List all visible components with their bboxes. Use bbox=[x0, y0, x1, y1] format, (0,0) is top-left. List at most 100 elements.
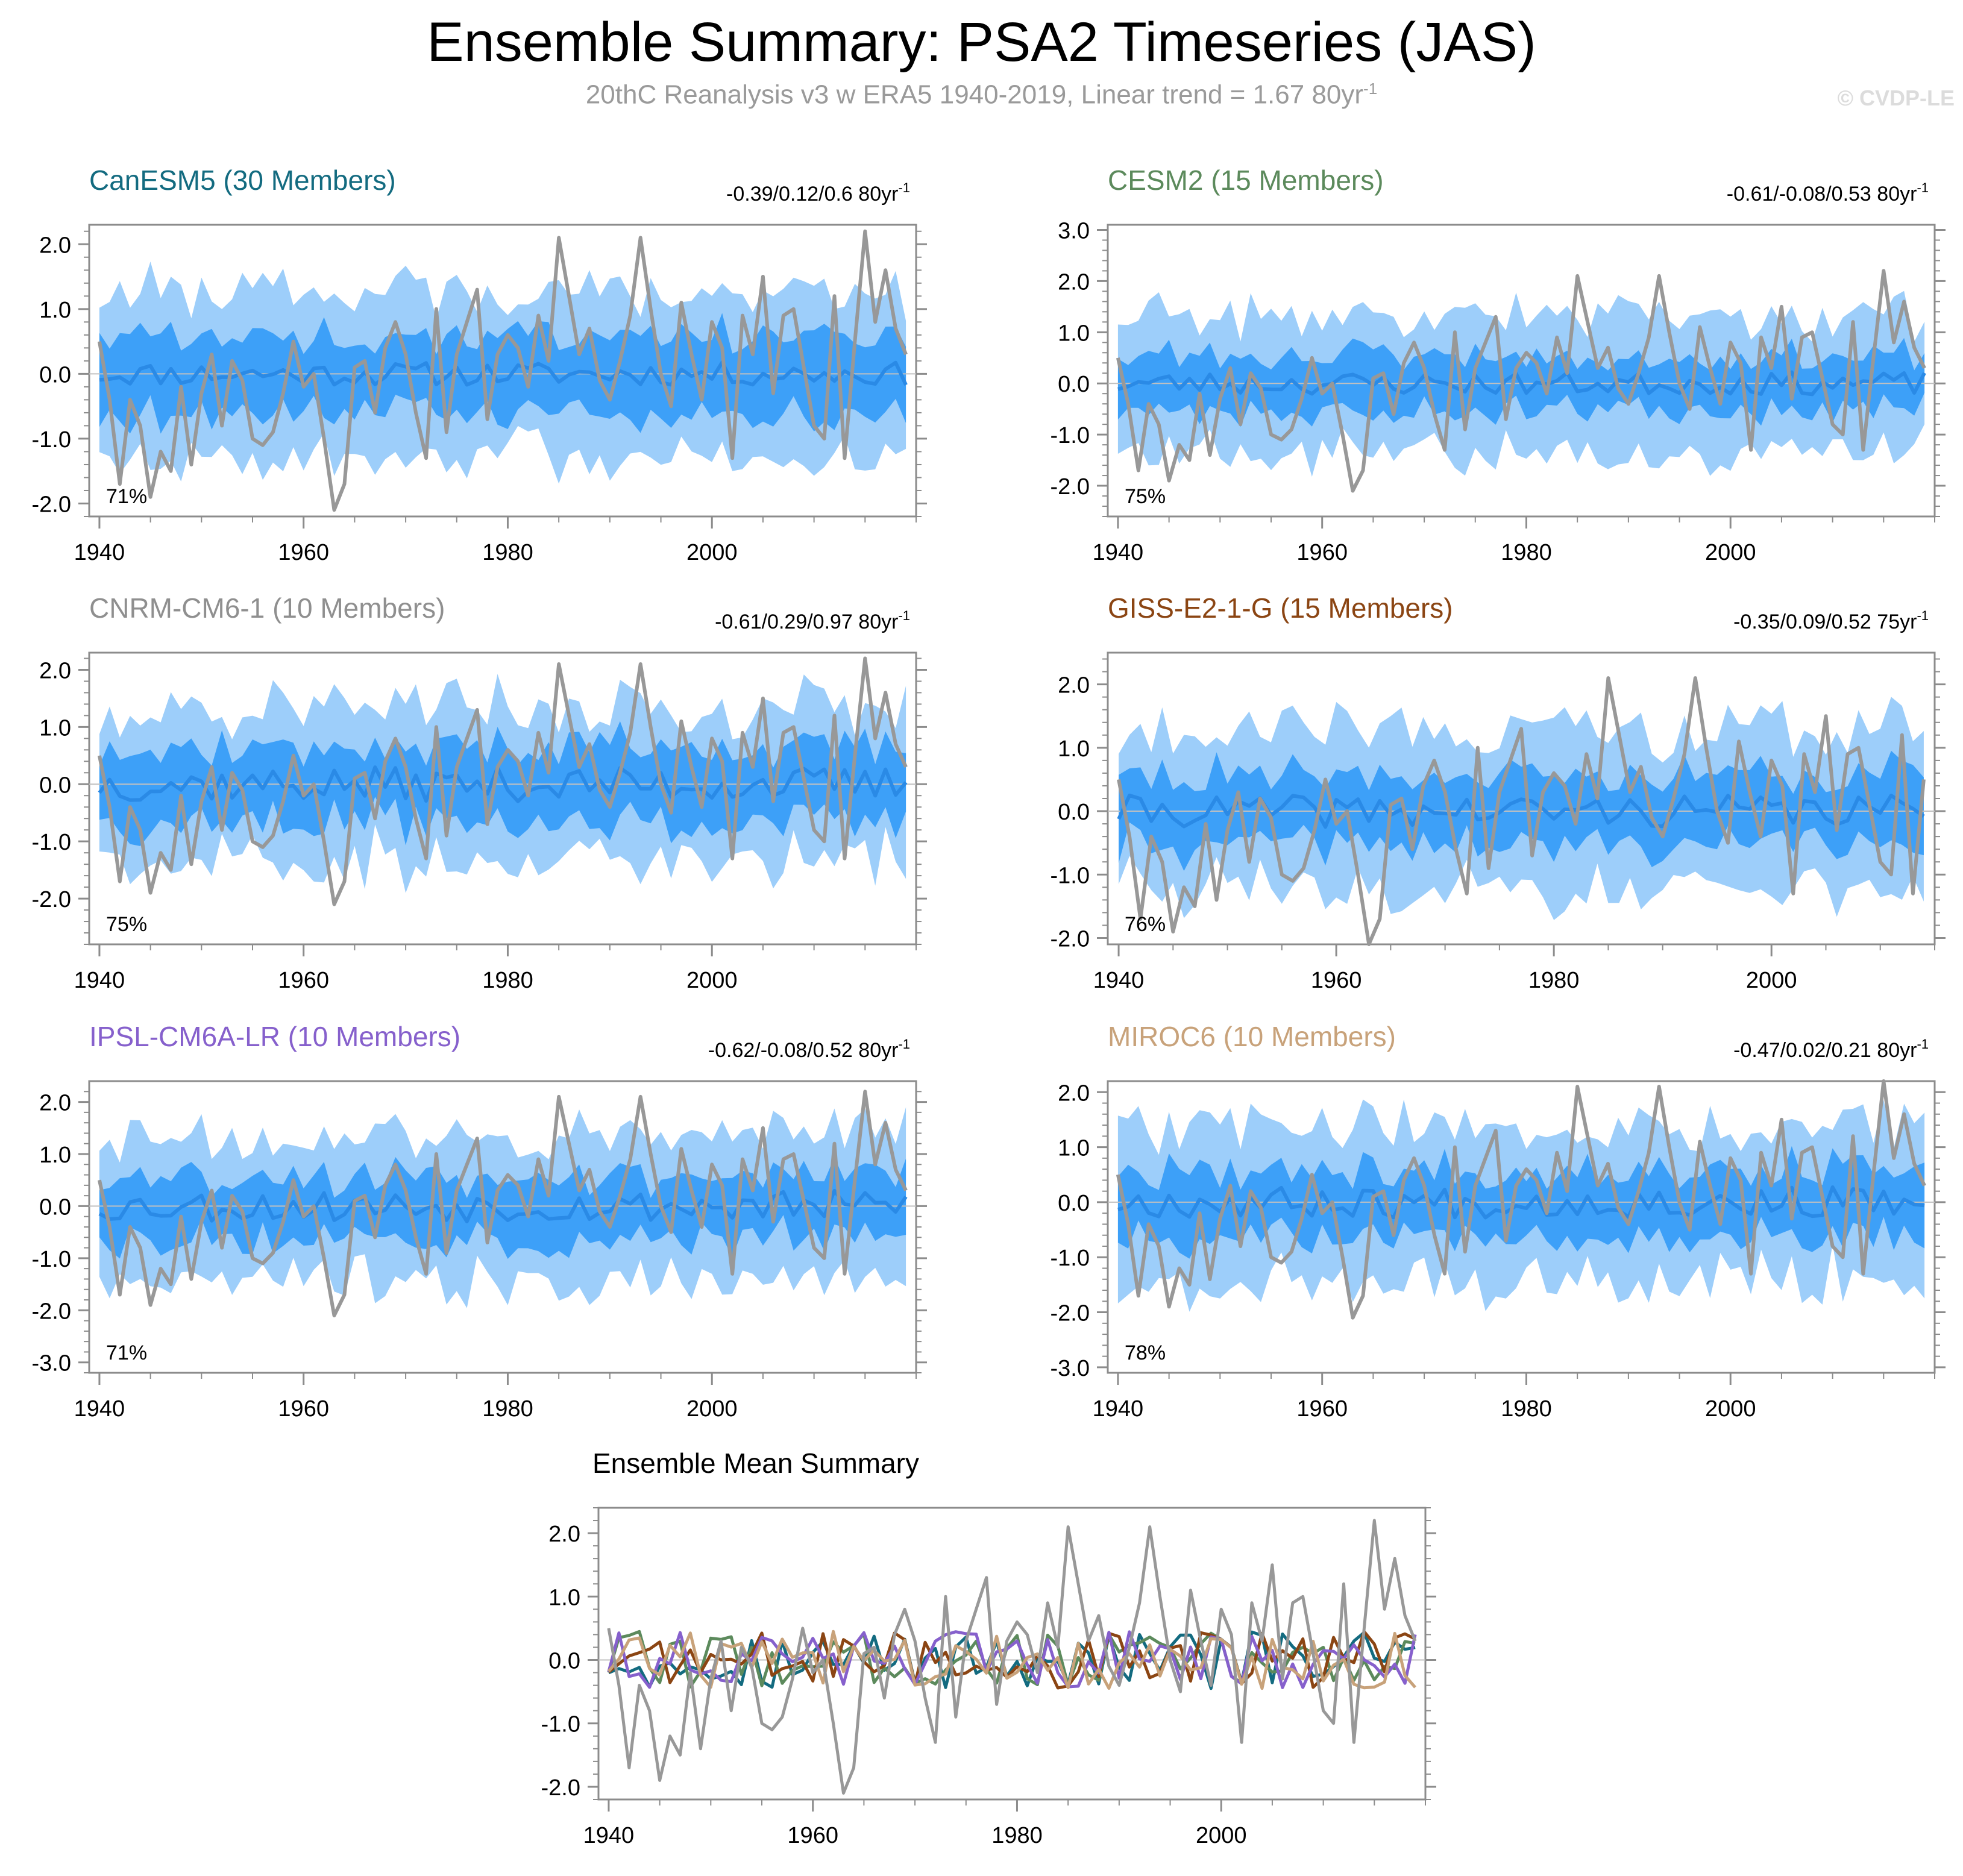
y-tick-label: -2.0 bbox=[32, 1299, 71, 1324]
x-tick-label: 1960 bbox=[1296, 1396, 1348, 1422]
x-tick-label: 1980 bbox=[482, 540, 533, 565]
y-tick-label: 0.0 bbox=[39, 1194, 71, 1220]
y-tick-label: 0.0 bbox=[1058, 800, 1090, 825]
observed-line bbox=[97, 656, 908, 906]
subtitle-text: 20thC Reanalysis v3 w ERA5 1940-2019, Li… bbox=[585, 80, 1364, 110]
x-tick-label: 1960 bbox=[278, 540, 329, 565]
percent-label: 75% bbox=[106, 913, 147, 936]
y-tick-label: -2.0 bbox=[1051, 1301, 1090, 1326]
panel-title: IPSL-CM6A-LR (10 Members) bbox=[89, 1021, 460, 1052]
panel-giss-e2-1-g: -2.0 -1.0 0.0 1.0 2.0 1940 1960 1980 2000 76% -0.3… bbox=[1051, 592, 1946, 993]
x-tick-label: 2000 bbox=[1746, 968, 1797, 993]
y-tick-label: -1.0 bbox=[1051, 1246, 1090, 1271]
x-tick-label: 1960 bbox=[278, 1396, 329, 1422]
y-tick-label: -3.0 bbox=[1051, 1356, 1090, 1381]
y-tick-label: 1.0 bbox=[1058, 321, 1090, 346]
y-tick-label: 1.0 bbox=[1058, 1136, 1090, 1161]
y-tick-label: -1.0 bbox=[32, 427, 71, 453]
y-tick-label: 2.0 bbox=[39, 233, 71, 258]
cvdp-watermark: © CVDP-LE bbox=[1837, 86, 1955, 110]
spread-band-inner bbox=[99, 1156, 906, 1259]
y-tick-label: -2.0 bbox=[541, 1775, 580, 1801]
x-tick-label: 1960 bbox=[1311, 968, 1362, 993]
x-tick-label: 1960 bbox=[278, 968, 329, 993]
y-tick-label: 2.0 bbox=[1058, 1081, 1090, 1106]
y-tick-label: 1.0 bbox=[1058, 736, 1090, 762]
percent-label: 76% bbox=[1125, 913, 1166, 936]
series-line-ipsl-cm6a-lr bbox=[607, 1630, 1417, 1689]
x-tick-label: 2000 bbox=[1705, 540, 1756, 565]
x-tick-label: 1980 bbox=[1528, 968, 1580, 993]
panel-canesm5: -2.0 -1.0 0.0 1.0 2.0 1940 1960 1980 2000 71% -0.3… bbox=[32, 165, 927, 565]
x-tick-label: 1940 bbox=[74, 540, 125, 565]
y-tick-label: 0.0 bbox=[1058, 1191, 1090, 1216]
observed-line bbox=[97, 1090, 908, 1317]
plot-frame bbox=[597, 1507, 1427, 1801]
y-tick-label: -2.0 bbox=[32, 492, 71, 517]
panel-title: Ensemble Mean Summary bbox=[592, 1448, 919, 1479]
observed-line bbox=[97, 229, 908, 512]
x-tick-label: 1980 bbox=[991, 1823, 1043, 1848]
panel-miroc6: -3.0 -2.0 -1.0 0.0 1.0 2.0 1940 1960 1980 2000 78%… bbox=[1051, 1021, 1946, 1422]
series-line-cnrm-cm6-1 bbox=[607, 1519, 1417, 1795]
page-subtitle: 20thC Reanalysis v3 w ERA5 1940-2019, Li… bbox=[0, 80, 1963, 110]
x-tick-label: 1980 bbox=[1501, 540, 1552, 565]
x-tick-label: 2000 bbox=[1196, 1823, 1247, 1848]
observed-line bbox=[1116, 1079, 1926, 1320]
panel-ensemble-mean: -2.0 -1.0 0.0 1.0 2.0 1940 1960 1980 2000 Ensembl… bbox=[541, 1448, 1436, 1848]
subtitle-exponent: -1 bbox=[1363, 80, 1378, 98]
plot-frame bbox=[1107, 224, 1936, 518]
ensemble-mean-line bbox=[1117, 793, 1925, 829]
y-tick-label: 2.0 bbox=[39, 1091, 71, 1116]
percent-label: 71% bbox=[106, 1341, 147, 1364]
observed-line bbox=[1117, 676, 1926, 946]
y-tick-label: -1.0 bbox=[1051, 863, 1090, 888]
panel-cnrm-cm6-1: -2.0 -1.0 0.0 1.0 2.0 1940 1960 1980 2000 75% -0.6… bbox=[32, 592, 927, 993]
x-tick-label: 2000 bbox=[686, 968, 738, 993]
y-tick-label: 2.0 bbox=[1058, 673, 1090, 698]
percent-label: 71% bbox=[106, 485, 147, 508]
trend-label: -0.35/0.09/0.52 75yr-1 bbox=[1733, 608, 1929, 633]
y-tick-label: 0.0 bbox=[548, 1649, 580, 1674]
x-tick-label: 1980 bbox=[482, 1396, 533, 1422]
x-tick-label: 1940 bbox=[74, 968, 125, 993]
y-tick-label: 1.0 bbox=[39, 1143, 71, 1168]
y-tick-label: 1.0 bbox=[548, 1585, 580, 1610]
panel-title: CanESM5 (30 Members) bbox=[89, 165, 396, 196]
y-tick-label: 0.0 bbox=[39, 773, 71, 798]
percent-label: 75% bbox=[1125, 485, 1166, 508]
x-tick-label: 1960 bbox=[1296, 540, 1348, 565]
y-tick-label: -1.0 bbox=[1051, 423, 1090, 448]
y-tick-label: 2.0 bbox=[1058, 269, 1090, 295]
trend-label: -0.62/-0.08/0.52 80yr-1 bbox=[708, 1037, 910, 1062]
x-tick-label: 1980 bbox=[1501, 1396, 1552, 1422]
y-tick-label: 1.0 bbox=[39, 298, 71, 323]
y-tick-label: 0.0 bbox=[39, 362, 71, 387]
x-tick-label: 1960 bbox=[787, 1823, 838, 1848]
trend-label: -0.61/0.29/0.97 80yr-1 bbox=[715, 608, 910, 633]
plot-frame bbox=[1107, 1080, 1936, 1374]
y-tick-label: 0.0 bbox=[1058, 372, 1090, 397]
y-tick-label: -1.0 bbox=[541, 1712, 580, 1737]
y-tick-label: -2.0 bbox=[32, 887, 71, 912]
plot-frame bbox=[88, 651, 917, 946]
panel-title: CNRM-CM6-1 (10 Members) bbox=[89, 592, 445, 624]
x-tick-label: 2000 bbox=[686, 1396, 738, 1422]
trend-label: -0.47/0.02/0.21 80yr-1 bbox=[1733, 1037, 1929, 1062]
y-tick-label: -1.0 bbox=[32, 830, 71, 855]
x-tick-label: 1940 bbox=[74, 1396, 125, 1422]
panel-ipsl-cm6a-lr: -3.0 -2.0 -1.0 0.0 1.0 2.0 1940 1960 1980 2000 71%… bbox=[32, 1021, 927, 1422]
y-tick-label: 3.0 bbox=[1058, 218, 1090, 243]
y-tick-label: 2.0 bbox=[548, 1522, 580, 1547]
observed-line bbox=[1116, 269, 1926, 493]
series-line-canesm5 bbox=[608, 1630, 1416, 1690]
y-tick-label: -2.0 bbox=[1051, 474, 1090, 500]
panel-cesm2: -2.0 -1.0 0.0 1.0 2.0 3.0 1940 1960 1980 2000 75% -… bbox=[1051, 165, 1946, 565]
trend-label: -0.39/0.12/0.6 80yr-1 bbox=[726, 180, 910, 205]
y-tick-label: -1.0 bbox=[32, 1247, 71, 1272]
x-tick-label: 1940 bbox=[1093, 540, 1144, 565]
x-tick-label: 1940 bbox=[1093, 968, 1145, 993]
trend-label: -0.61/-0.08/0.53 80yr-1 bbox=[1727, 180, 1929, 205]
y-tick-label: 2.0 bbox=[39, 658, 71, 683]
